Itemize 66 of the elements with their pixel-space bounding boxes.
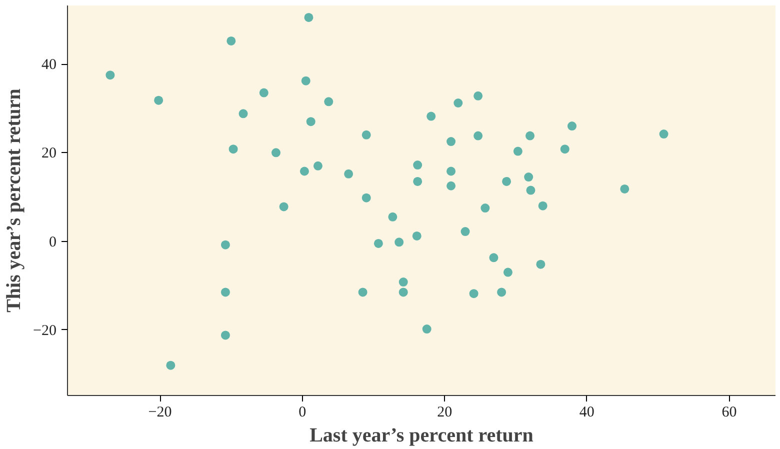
point: [220, 288, 230, 297]
point: [279, 202, 288, 212]
point: [489, 253, 498, 262]
point: [474, 91, 483, 100]
point: [394, 238, 404, 247]
point: [620, 184, 630, 194]
point: [474, 131, 483, 140]
y-tick-label: −20: [33, 322, 57, 339]
point: [480, 204, 490, 213]
point: [106, 70, 115, 80]
point: [259, 88, 268, 98]
point: [413, 160, 422, 170]
point: [398, 288, 408, 297]
y-tick-label: 20: [42, 146, 56, 162]
y-tick-label: 40: [42, 57, 56, 73]
point: [536, 260, 546, 269]
y-tick-label: 0: [49, 234, 56, 250]
point: [238, 109, 248, 118]
point: [497, 288, 506, 297]
point: [154, 96, 164, 105]
x-tick-label: −20: [148, 404, 172, 420]
x-tick-label: 60: [722, 404, 737, 420]
point: [454, 98, 463, 108]
point: [358, 288, 368, 297]
point: [313, 161, 322, 170]
point: [422, 324, 432, 334]
point: [524, 172, 534, 182]
x-tick-label: 40: [579, 404, 594, 420]
point: [502, 176, 512, 186]
point: [304, 12, 314, 22]
point: [271, 148, 280, 158]
point: [388, 212, 398, 222]
point: [460, 227, 470, 236]
point: [344, 169, 354, 178]
point: [220, 240, 230, 250]
point: [469, 289, 478, 298]
point: [362, 193, 371, 202]
point: [503, 268, 512, 277]
x-axis-title: Last year’s percent return: [310, 424, 534, 446]
point: [412, 231, 422, 240]
point: [226, 36, 236, 46]
point: [526, 186, 536, 195]
point: [301, 76, 310, 86]
point: [324, 97, 334, 106]
point: [398, 278, 408, 287]
x-tick-label: 0: [298, 404, 306, 420]
point: [374, 239, 383, 248]
point: [413, 176, 422, 186]
point: [362, 130, 371, 140]
point: [567, 122, 576, 131]
point: [560, 144, 570, 154]
x-tick-label: 20: [437, 404, 452, 420]
point: [426, 112, 436, 121]
point: [446, 137, 456, 146]
point: [538, 201, 548, 210]
point: [659, 130, 668, 139]
point: [300, 166, 309, 176]
point: [166, 360, 176, 370]
y-axis-title: This year’s percent return: [3, 88, 26, 312]
point: [526, 131, 535, 140]
point: [306, 117, 316, 126]
point: [446, 166, 456, 176]
point: [446, 181, 456, 190]
point: [513, 146, 522, 156]
point: [220, 330, 230, 340]
point: [228, 144, 238, 154]
